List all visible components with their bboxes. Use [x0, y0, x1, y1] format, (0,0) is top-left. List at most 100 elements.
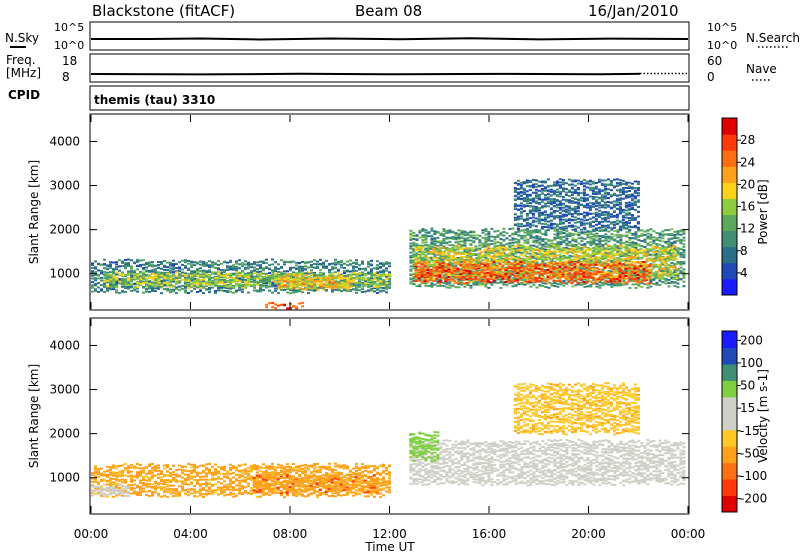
- data-cell: [424, 251, 428, 254]
- data-cell: [670, 244, 674, 247]
- data-cell: [154, 268, 157, 271]
- data-cell: [552, 250, 556, 253]
- data-cell: [508, 228, 512, 230]
- data-cell: [91, 272, 94, 274]
- data-cell: [337, 269, 340, 272]
- data-cell: [262, 284, 266, 287]
- data-cell: [331, 285, 335, 287]
- data-cell: [235, 282, 239, 285]
- data-cell: [549, 246, 553, 249]
- data-cell: [658, 250, 662, 253]
- data-cell: [673, 237, 677, 240]
- data-cell: [118, 280, 122, 283]
- data-cell: [199, 275, 203, 278]
- data-cell: [550, 239, 554, 242]
- data-cell: [109, 265, 112, 268]
- data-cell: [148, 264, 151, 267]
- data-cell: [307, 276, 311, 279]
- data-cell: [658, 236, 662, 239]
- data-cell: [514, 238, 518, 240]
- data-cell: [582, 246, 586, 249]
- data-cell: [385, 288, 388, 291]
- data-cell: [630, 245, 634, 248]
- data-cell: [565, 237, 569, 240]
- data-cell: [163, 271, 166, 274]
- data-cell: [528, 245, 532, 248]
- data-cell: [259, 277, 263, 280]
- data-cell: [571, 255, 575, 258]
- data-cell: [301, 275, 305, 278]
- data-cell: [355, 276, 359, 279]
- data-cell: [145, 288, 148, 291]
- data-cell: [517, 246, 521, 249]
- data-cell: [115, 281, 118, 284]
- data-cell: [502, 244, 506, 247]
- data-cell: [457, 236, 461, 239]
- data-cell: [441, 252, 445, 255]
- data-cell: [172, 273, 176, 276]
- data-cell: [301, 267, 304, 270]
- data-cell: [376, 279, 380, 282]
- data-cell: [649, 278, 653, 281]
- data-cell: [502, 234, 506, 237]
- data-cell: [517, 283, 521, 286]
- data-cell: [444, 252, 448, 255]
- data-cell: [271, 263, 274, 266]
- data-cell: [529, 234, 533, 237]
- data-cell: [145, 278, 149, 281]
- data-cell: [331, 282, 335, 284]
- data-cell: [118, 292, 121, 295]
- data-cell: [676, 237, 680, 239]
- data-cell: [445, 231, 449, 234]
- data-cell: [456, 260, 460, 263]
- data-cell: [544, 241, 548, 244]
- data-cell: [586, 274, 590, 277]
- data-cell: [94, 267, 97, 270]
- data-cell: [639, 257, 643, 260]
- data-cell: [418, 250, 422, 253]
- data-cell: [229, 280, 233, 283]
- data-cell: [673, 230, 677, 233]
- data-cell: [100, 269, 103, 272]
- data-cell: [115, 284, 118, 287]
- data-cell: [307, 280, 311, 283]
- data-cell: [529, 252, 533, 255]
- data-cell: [537, 255, 541, 258]
- data-cell: [435, 264, 439, 267]
- data-cell: [514, 252, 518, 255]
- data-cell: [187, 272, 191, 275]
- data-cell: [331, 266, 334, 269]
- data-cell: [172, 280, 175, 283]
- data-cell: [223, 290, 226, 292]
- data-cell: [373, 272, 377, 275]
- data-cell: [585, 255, 589, 257]
- data-cell: [367, 285, 370, 288]
- data-cell: [570, 259, 574, 261]
- data-cell: [501, 255, 505, 258]
- data-cell: [469, 255, 473, 258]
- data-cell: [520, 282, 524, 285]
- data-cell: [205, 276, 209, 279]
- data-cell: [169, 284, 173, 287]
- data-cell: [601, 234, 605, 237]
- data-cell: [523, 280, 527, 282]
- data-cell: [385, 280, 388, 283]
- data-cell: [190, 285, 193, 288]
- data-cell: [310, 279, 314, 281]
- data-cell: [205, 270, 208, 273]
- data-cell: [478, 241, 482, 244]
- data-cell: [504, 247, 508, 249]
- data-cell: [325, 279, 329, 281]
- data-cell: [463, 241, 467, 244]
- data-cell: [199, 286, 203, 289]
- data-cell: [534, 247, 538, 250]
- data-cell: [673, 234, 677, 236]
- data-cell: [532, 255, 536, 258]
- data-cell: [423, 262, 427, 265]
- data-cell: [124, 263, 127, 266]
- data-cell: [358, 277, 362, 279]
- data-cell: [469, 231, 473, 234]
- data-cell: [160, 273, 164, 276]
- data-cell: [337, 277, 341, 280]
- data-cell: [682, 280, 686, 283]
